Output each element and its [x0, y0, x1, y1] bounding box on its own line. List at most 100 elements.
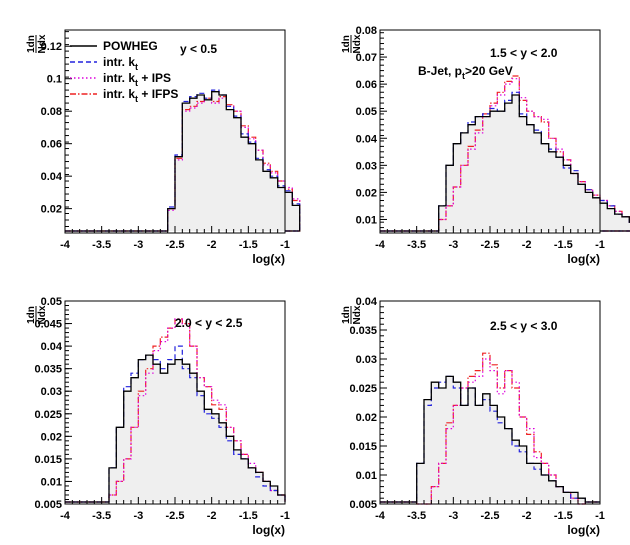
x-tick-label: -1.5: [239, 510, 258, 522]
y-tick-label: 0.02: [41, 204, 62, 216]
y-axis-label-denominator: Ndx: [37, 34, 48, 53]
powheg-fill: [109, 355, 285, 502]
y-tick-label: 0.04: [356, 296, 378, 308]
x-tick-label: -3.5: [407, 510, 426, 522]
y-tick-label: 0.02: [41, 431, 62, 443]
y-tick-label: 0.02: [356, 412, 377, 424]
y-axis-label-denominator: Ndx: [352, 34, 363, 53]
series-1-line: [65, 354, 286, 503]
x-axis-label: log(x): [567, 523, 600, 537]
y-tick-label: 0.12: [41, 41, 62, 53]
y-axis-label-numerator: 1dn: [26, 306, 37, 324]
y-tick-label: 0.03: [356, 354, 377, 366]
x-tick-label: -1: [595, 239, 605, 251]
y-tick-label: 0.035: [349, 325, 377, 337]
rapidity-range-label: y < 0.5: [180, 42, 217, 56]
y-tick-label: 0.005: [349, 499, 377, 511]
y-axis-label-numerator: 1dn: [341, 35, 352, 53]
jet-selection-label: B-Jet, pt>20 GeV: [418, 64, 513, 81]
jet-selection-subscript: t: [462, 71, 465, 81]
rapidity-range-label: 1.5 < y < 2.0: [490, 46, 558, 60]
legend-label-4: intr. kt + IFPS: [103, 87, 178, 104]
y-axis-label-denominator: Ndx: [352, 305, 363, 324]
x-tick-label: -3.5: [92, 510, 111, 522]
x-tick-label: -2.5: [481, 510, 500, 522]
legend-label-subscript: t: [135, 78, 138, 88]
y-tick-label: 0.04: [356, 133, 378, 145]
x-tick-label: -4: [375, 510, 386, 522]
y-tick-label: 0.03: [41, 386, 62, 398]
x-tick-label: -2.5: [481, 239, 500, 251]
series-1-line: [65, 91, 301, 232]
powheg-fill: [416, 376, 586, 502]
x-axis-label: log(x): [252, 523, 285, 537]
y-tick-label: 0.06: [356, 79, 377, 91]
chart-panel-1: -4 -3.5 -3 -2.5 -2 -1.5 -1 0.02 0.04 0.06 0.08 0.1 0…: [26, 29, 301, 266]
x-tick-label: -2: [522, 239, 532, 251]
legend-label-text: intr. k: [103, 87, 135, 101]
x-tick-label: -2: [522, 510, 532, 522]
y-tick-label: 0.05: [356, 106, 377, 118]
y-tick-label: 0.04: [41, 341, 63, 353]
y-axis-label: 1dn Ndx: [26, 34, 48, 53]
legend-label-suffix: + IPS: [138, 71, 171, 85]
x-tick-label: -1: [595, 510, 605, 522]
x-tick-label: -3.5: [92, 239, 111, 251]
x-tick-label: -1: [280, 510, 290, 522]
legend-label-suffix: + IFPS: [138, 87, 178, 101]
x-tick-label: -3.5: [407, 239, 426, 251]
x-tick-label: -3: [133, 239, 143, 251]
chart-panel-2: -4 -3.5 -3 -2.5 -2 -1.5 -1 0.01 0.02 0.03 0.04 0.05…: [341, 25, 630, 266]
legend-label-text: intr. k: [103, 71, 135, 85]
legend-label-text: POWHEG: [103, 39, 158, 53]
y-tick-label: 0.1: [47, 74, 62, 86]
x-tick-label: -4: [375, 239, 386, 251]
y-axis-label: 1dn Ndx: [341, 305, 363, 324]
y-tick-label: 0.01: [356, 470, 377, 482]
legend-label-text: intr. k: [103, 55, 135, 69]
y-tick-label: 0.07: [356, 52, 377, 64]
y-axis-label-denominator: Ndx: [37, 305, 48, 324]
legend-label-subscript: t: [135, 62, 138, 72]
y-tick-label: 0.025: [34, 409, 62, 421]
y-tick-label: 0.01: [356, 214, 377, 226]
y-tick-label: 0.015: [34, 454, 62, 466]
series-4-line: [65, 96, 301, 232]
y-axis-label-numerator: 1dn: [341, 306, 352, 324]
legend-label-subscript: t: [135, 94, 138, 104]
y-axis-label: 1dn Ndx: [341, 34, 363, 53]
chart-panel-4: -4 -3.5 -3 -2.5 -2 -1.5 -1 0.005 0.01 0.015 0.02 0.…: [341, 296, 605, 537]
legend-label-2: intr. kt: [103, 55, 138, 72]
y-tick-label: 0.01: [41, 476, 62, 488]
x-tick-label: -2.5: [166, 239, 185, 251]
y-axis-label-numerator: 1dn: [26, 35, 37, 53]
y-tick-label: 0.025: [349, 383, 377, 395]
y-tick-label: 0.02: [356, 187, 377, 199]
rapidity-range-label: 2.0 < y < 2.5: [175, 316, 243, 330]
powheg-fill: [167, 91, 300, 231]
y-tick-label: 0.04: [41, 171, 63, 183]
x-tick-label: -3: [448, 239, 458, 251]
rapidity-range-label: 2.5 < y < 3.0: [490, 319, 558, 333]
x-tick-label: -1.5: [239, 239, 258, 251]
series-3-line: [380, 78, 630, 232]
x-tick-label: -1.5: [554, 510, 573, 522]
y-tick-label: 0.03: [356, 160, 377, 172]
series-1-line: [380, 94, 630, 232]
powheg-fill: [438, 95, 630, 231]
jet-selection-text: B-Jet, p: [418, 64, 462, 78]
series-1-line: [380, 375, 600, 503]
series-2-line: [380, 91, 630, 232]
x-tick-label: -2.5: [166, 510, 185, 522]
y-tick-label: 0.08: [41, 106, 62, 118]
x-tick-label: -4: [60, 239, 71, 251]
x-tick-label: -2: [207, 239, 217, 251]
x-tick-label: -1: [280, 239, 290, 251]
x-tick-label: -4: [60, 510, 71, 522]
x-axis-label: log(x): [252, 252, 285, 266]
legend-label-1: POWHEG: [103, 39, 158, 53]
y-tick-label: 0.08: [356, 25, 377, 37]
x-tick-label: -2: [207, 510, 217, 522]
